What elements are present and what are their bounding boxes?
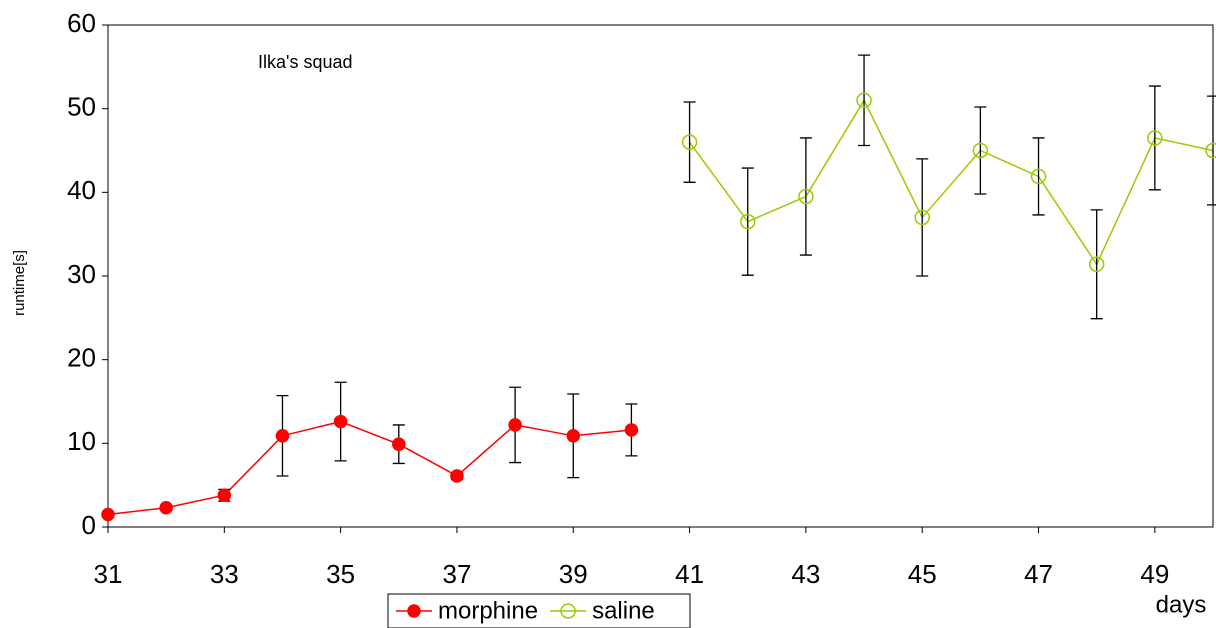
y-axis-label: runtime[s] [11, 250, 28, 316]
data-point [624, 423, 639, 437]
error-bar [741, 167, 754, 276]
x-tick-label: 43 [791, 559, 820, 589]
data-point [856, 92, 872, 109]
y-tick-label: 60 [67, 8, 96, 38]
x-axis-label: days [1156, 591, 1207, 618]
x-tick-label: 41 [675, 559, 704, 589]
error-bar [916, 158, 929, 277]
legend-label: saline [592, 597, 655, 624]
error-bar [1090, 209, 1103, 320]
error-bar [974, 106, 987, 195]
x-tick-label: 35 [326, 559, 355, 589]
data-point [508, 418, 522, 432]
error-bar [1148, 85, 1161, 191]
error-bar [1032, 137, 1045, 216]
data-point [972, 142, 989, 159]
x-tick-label: 49 [1140, 559, 1169, 589]
x-tick-label: 39 [559, 559, 588, 589]
y-tick-label: 50 [67, 92, 96, 122]
data-point [450, 469, 464, 483]
plot-frame [107, 24, 1214, 528]
data-point [159, 501, 173, 515]
data-point [392, 437, 406, 451]
legend-label: morphine [438, 597, 538, 624]
data-point [1088, 256, 1105, 273]
error-bar [858, 54, 871, 147]
x-tick-label: 47 [1024, 559, 1053, 589]
data-point [739, 213, 756, 230]
data-point [275, 429, 290, 443]
x-tick-label: 37 [442, 559, 471, 589]
error-bar [683, 101, 696, 183]
data-point [1147, 130, 1163, 146]
data-point [217, 488, 232, 502]
y-tick-label: 30 [67, 259, 96, 289]
legend-box [387, 593, 691, 628]
data-point [1030, 168, 1047, 185]
legend-marker [407, 604, 421, 618]
x-tick-label: 33 [210, 559, 239, 589]
annotation: Ilka's squad [258, 52, 353, 72]
data-point [566, 429, 581, 443]
legend-marker [560, 603, 576, 619]
series-line [107, 420, 632, 516]
error-bar [799, 137, 812, 256]
data-point [681, 134, 698, 150]
data-point [1205, 142, 1216, 159]
x-tick-label: 45 [908, 559, 937, 589]
data-point [101, 507, 115, 522]
data-point [914, 209, 930, 226]
series-line [688, 98, 1214, 266]
y-tick-label: 40 [67, 175, 96, 205]
y-tick-label: 10 [67, 426, 96, 456]
y-tick-label: 0 [82, 510, 96, 540]
data-point [798, 188, 814, 205]
data-point [333, 414, 348, 429]
y-tick-label: 20 [67, 343, 96, 373]
x-tick-label: 31 [94, 559, 123, 589]
error-bar [1207, 95, 1216, 206]
